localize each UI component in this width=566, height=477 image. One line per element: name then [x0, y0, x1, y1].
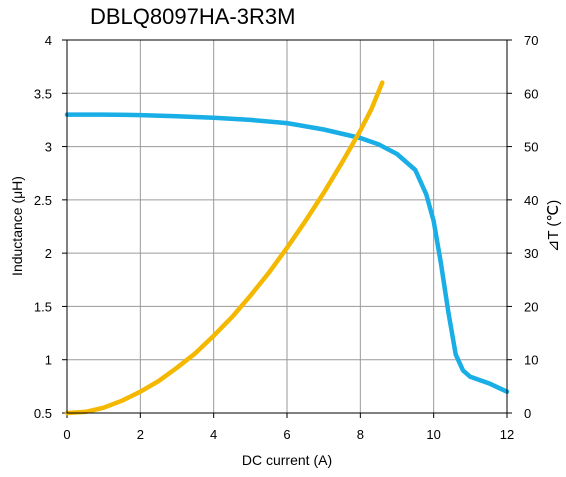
- x-tick-label: 6: [283, 427, 290, 442]
- temperature-rise-line: [64, 80, 385, 416]
- y-right-axis-label: ⊿T (℃): [545, 199, 562, 253]
- x-tick-label: 0: [63, 427, 70, 442]
- y-right-tick-label: 50: [524, 140, 538, 155]
- y-left-axis-ticks: 0.5 1 1.5 2 2.5 3 3.5 4: [34, 33, 67, 421]
- y-right-tick-label: 40: [524, 193, 538, 208]
- x-tick-label: 8: [357, 427, 364, 442]
- inductance-line: [64, 112, 510, 394]
- y-left-tick-label: 1: [45, 353, 52, 368]
- y-right-axis-ticks: 0 10 20 30 40 50 60 70: [507, 33, 538, 421]
- y-left-tick-label: 3.5: [34, 86, 52, 101]
- y-right-tick-label: 10: [524, 353, 538, 368]
- y-left-tick-label: 0.5: [34, 406, 52, 421]
- grid-lines: [66, 39, 508, 414]
- y-right-tick-label: 20: [524, 299, 538, 314]
- x-tick-label: 10: [426, 427, 440, 442]
- y-left-tick-label: 4: [45, 33, 52, 48]
- y-left-axis-label: Inductance (μH): [9, 176, 25, 276]
- chart-title: DBLQ8097HA-3R3M: [90, 4, 296, 29]
- x-axis-ticks: 0 2 4 6 8 10 12: [63, 413, 514, 442]
- plot-frame: [66, 39, 508, 414]
- series-lines: [64, 80, 510, 416]
- y-right-tick-label: 30: [524, 246, 538, 261]
- y-right-tick-label: 70: [524, 33, 538, 48]
- x-tick-label: 2: [137, 427, 144, 442]
- y-left-tick-label: 1.5: [34, 299, 52, 314]
- y-right-tick-label: 60: [524, 86, 538, 101]
- y-left-tick-label: 2: [45, 246, 52, 261]
- y-left-tick-label: 3: [45, 140, 52, 155]
- x-tick-label: 12: [500, 427, 514, 442]
- x-tick-label: 4: [210, 427, 217, 442]
- y-right-tick-label: 0: [524, 406, 531, 421]
- y-left-tick-label: 2.5: [34, 193, 52, 208]
- x-axis-label: DC current (A): [241, 452, 333, 468]
